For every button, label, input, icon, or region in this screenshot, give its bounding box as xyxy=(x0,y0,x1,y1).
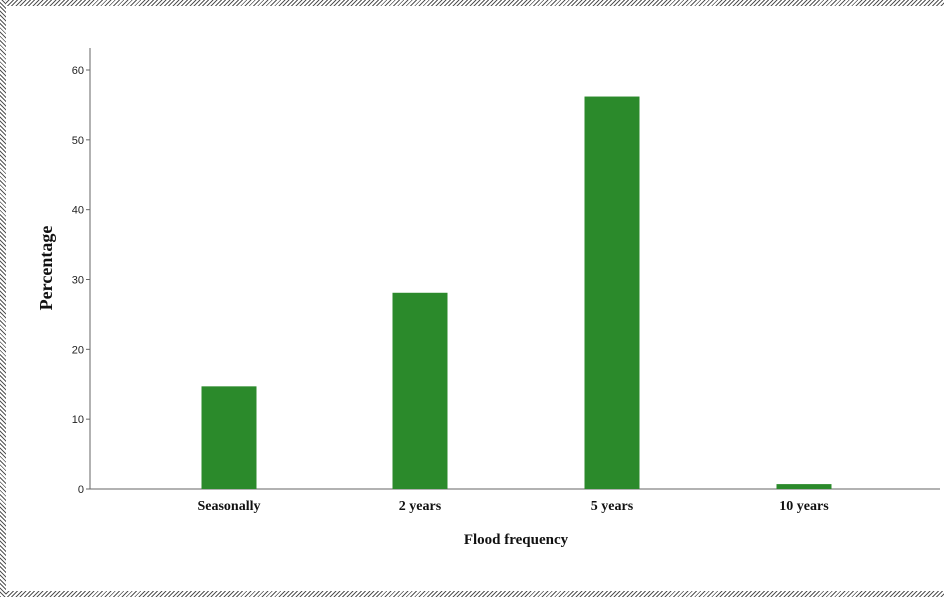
x-tick-label: 2 years xyxy=(399,499,442,514)
y-tick-label: 10 xyxy=(72,414,84,426)
y-tick-label: 50 xyxy=(72,135,84,147)
y-tick-label: 0 xyxy=(78,484,84,496)
y-tick-label: 20 xyxy=(72,344,84,356)
bars xyxy=(201,96,832,489)
frame-top-border xyxy=(0,0,944,6)
bar-5-years xyxy=(584,96,640,489)
y-axis-title: Percentage xyxy=(36,226,56,311)
x-axis-title: Flood frequency xyxy=(464,532,569,548)
y-tick-label: 60 xyxy=(72,65,84,77)
y-tick-label: 30 xyxy=(72,275,84,287)
y-tick-label: 40 xyxy=(72,205,84,217)
frame-left-border xyxy=(0,0,6,597)
x-tick-label: 5 years xyxy=(591,499,634,514)
x-tick-label: 10 years xyxy=(779,499,829,514)
y-axis-ticks: 0 10 20 30 40 50 60 xyxy=(72,65,90,496)
x-axis-labels: Seasonally 2 years 5 years 10 years xyxy=(197,499,829,514)
bar-10-years xyxy=(776,484,832,489)
x-tick-label: Seasonally xyxy=(197,499,260,514)
bar-seasonally xyxy=(201,386,257,489)
frame-bottom-border xyxy=(0,591,944,597)
bar-2-years xyxy=(392,292,448,489)
